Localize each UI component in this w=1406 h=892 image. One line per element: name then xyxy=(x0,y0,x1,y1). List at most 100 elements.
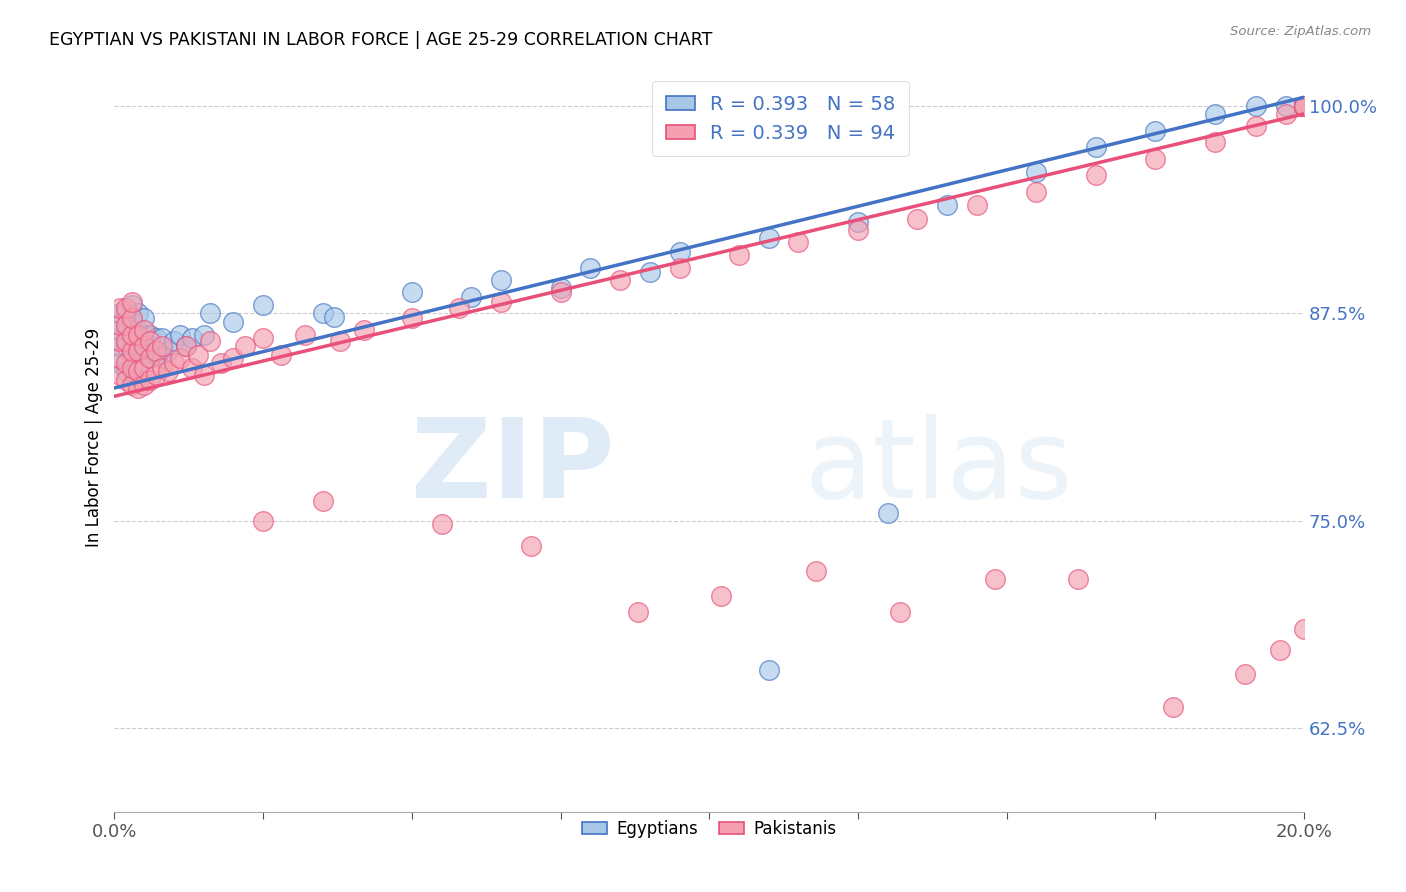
Text: ZIP: ZIP xyxy=(411,414,614,521)
Point xyxy=(609,273,631,287)
Point xyxy=(139,373,162,387)
Point xyxy=(758,231,780,245)
Point xyxy=(1144,152,1167,166)
Point xyxy=(252,298,274,312)
Point xyxy=(1294,98,1316,112)
Point xyxy=(180,331,202,345)
Point xyxy=(222,314,245,328)
Point xyxy=(311,494,333,508)
Point xyxy=(198,306,221,320)
Text: atlas: atlas xyxy=(804,414,1073,521)
Point xyxy=(134,361,156,376)
Point xyxy=(110,339,132,353)
Point xyxy=(1246,119,1268,133)
Point xyxy=(252,331,274,345)
Point xyxy=(115,334,138,349)
Point xyxy=(145,344,167,359)
Point xyxy=(550,285,572,299)
Point xyxy=(193,368,215,382)
Point xyxy=(134,377,156,392)
Point xyxy=(139,327,162,342)
Point xyxy=(110,318,132,332)
Point xyxy=(1294,98,1316,112)
Point xyxy=(169,327,191,342)
Point xyxy=(1294,622,1316,636)
Point xyxy=(145,331,167,345)
Point xyxy=(121,361,143,376)
Point xyxy=(233,339,256,353)
Point xyxy=(139,351,162,365)
Point xyxy=(127,364,149,378)
Point xyxy=(127,327,149,342)
Point xyxy=(121,294,143,309)
Point xyxy=(150,339,173,353)
Point xyxy=(156,364,179,378)
Point xyxy=(211,356,233,370)
Point xyxy=(1294,98,1316,112)
Point xyxy=(401,311,423,326)
Point xyxy=(1294,98,1316,112)
Point xyxy=(252,514,274,528)
Point xyxy=(110,351,132,365)
Point xyxy=(311,306,333,320)
Point xyxy=(353,323,375,337)
Point xyxy=(156,344,179,359)
Point xyxy=(110,323,132,337)
Point xyxy=(174,339,197,353)
Point xyxy=(134,327,156,342)
Point xyxy=(876,506,898,520)
Point xyxy=(329,334,352,349)
Point xyxy=(460,290,482,304)
Point xyxy=(1294,98,1316,112)
Point xyxy=(121,311,143,326)
Point xyxy=(1161,699,1184,714)
Text: EGYPTIAN VS PAKISTANI IN LABOR FORCE | AGE 25-29 CORRELATION CHART: EGYPTIAN VS PAKISTANI IN LABOR FORCE | A… xyxy=(49,31,713,49)
Point xyxy=(110,301,132,316)
Point xyxy=(139,334,162,349)
Point xyxy=(115,364,138,378)
Point xyxy=(294,327,316,342)
Legend: Egyptians, Pakistanis: Egyptians, Pakistanis xyxy=(575,813,844,845)
Point xyxy=(115,339,138,353)
Point xyxy=(1294,98,1316,112)
Point xyxy=(150,331,173,345)
Point xyxy=(121,331,143,345)
Point xyxy=(1294,98,1316,112)
Point xyxy=(1084,169,1107,183)
Point xyxy=(127,323,149,337)
Point xyxy=(710,589,733,603)
Point xyxy=(270,348,292,362)
Point xyxy=(1233,666,1256,681)
Point xyxy=(1294,98,1316,112)
Point xyxy=(449,301,471,316)
Y-axis label: In Labor Force | Age 25-29: In Labor Force | Age 25-29 xyxy=(86,328,103,548)
Point xyxy=(1067,572,1090,586)
Point xyxy=(134,311,156,326)
Point xyxy=(1246,98,1268,112)
Point xyxy=(115,301,138,316)
Point xyxy=(1084,140,1107,154)
Point xyxy=(121,377,143,392)
Point xyxy=(121,364,143,378)
Point xyxy=(127,306,149,320)
Point xyxy=(907,211,929,226)
Point xyxy=(121,344,143,359)
Point xyxy=(1294,98,1316,112)
Point xyxy=(1294,98,1316,112)
Point xyxy=(846,215,869,229)
Point xyxy=(668,261,690,276)
Point xyxy=(163,356,186,370)
Point xyxy=(1270,643,1292,657)
Point xyxy=(1275,98,1298,112)
Point xyxy=(579,261,602,276)
Point xyxy=(110,356,132,370)
Point xyxy=(520,539,543,553)
Point xyxy=(193,327,215,342)
Point xyxy=(1275,107,1298,121)
Text: Source: ZipAtlas.com: Source: ZipAtlas.com xyxy=(1230,25,1371,38)
Point xyxy=(127,356,149,370)
Point xyxy=(936,198,959,212)
Point xyxy=(187,348,209,362)
Point xyxy=(110,334,132,349)
Point xyxy=(1294,98,1316,112)
